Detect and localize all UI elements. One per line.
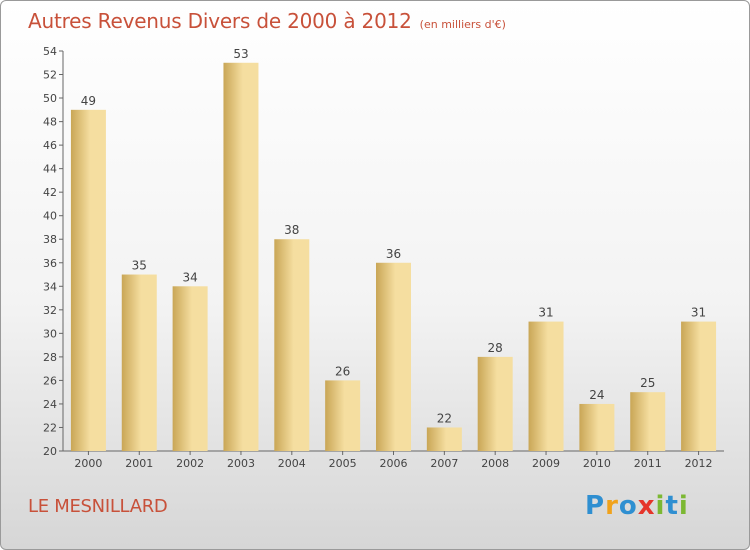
logo-letter: i bbox=[655, 491, 666, 521]
y-tick-label: 24 bbox=[43, 398, 57, 411]
bar-2001 bbox=[121, 274, 157, 451]
value-label-2011: 25 bbox=[640, 376, 655, 390]
proxiti-logo[interactable]: Proxiti bbox=[585, 491, 689, 521]
y-tick-label: 48 bbox=[43, 116, 57, 129]
unit-text: (en milliers d'€) bbox=[419, 18, 506, 31]
value-label-2006: 36 bbox=[386, 247, 401, 261]
y-tick-label: 30 bbox=[43, 327, 57, 340]
value-labels: 49 35 34 53 38 26 36 22 28 31 24 25 31 bbox=[81, 47, 706, 426]
y-tick-label: 50 bbox=[43, 92, 57, 105]
y-tick-label: 22 bbox=[43, 421, 57, 434]
value-label-2005: 26 bbox=[335, 364, 350, 378]
y-tick-label: 52 bbox=[43, 69, 57, 82]
x-tick-label-2008: 2008 bbox=[481, 457, 509, 470]
x-tick-label-2003: 2003 bbox=[227, 457, 255, 470]
y-tick-label: 46 bbox=[43, 139, 57, 152]
bar-2010 bbox=[579, 403, 615, 451]
y-tick-label: 28 bbox=[43, 351, 57, 364]
logo-letter: P bbox=[585, 491, 606, 521]
bars bbox=[70, 62, 717, 451]
x-tick-label-2004: 2004 bbox=[278, 457, 306, 470]
value-label-2010: 24 bbox=[589, 388, 604, 402]
logo-letter: o bbox=[618, 491, 638, 521]
logo-letter: i bbox=[678, 491, 689, 521]
logo-letter: x bbox=[637, 491, 656, 521]
bar-2003 bbox=[223, 62, 259, 451]
x-tick-label-2005: 2005 bbox=[329, 457, 357, 470]
x-tick-label-2012: 2012 bbox=[685, 457, 713, 470]
bar-2004 bbox=[274, 239, 310, 451]
y-tick-label: 32 bbox=[43, 304, 57, 317]
x-tick-label-2011: 2011 bbox=[634, 457, 662, 470]
value-label-2001: 35 bbox=[132, 259, 147, 273]
value-label-2002: 34 bbox=[182, 270, 197, 284]
y-tick-label: 20 bbox=[43, 445, 57, 458]
value-label-2004: 38 bbox=[284, 223, 299, 237]
x-tick-label-2010: 2010 bbox=[583, 457, 611, 470]
y-tick-label: 26 bbox=[43, 374, 57, 387]
title-text: Autres Revenus Divers de 2000 à 2012 bbox=[28, 9, 412, 33]
value-label-2012: 31 bbox=[691, 306, 706, 320]
chart-title: Autres Revenus Divers de 2000 à 2012 (en … bbox=[28, 9, 506, 33]
bar-2000 bbox=[70, 109, 106, 451]
y-tick-label: 36 bbox=[43, 257, 57, 270]
x-tick-label-2009: 2009 bbox=[532, 457, 560, 470]
bar-2005 bbox=[325, 380, 361, 451]
y-tick-label: 44 bbox=[43, 163, 57, 176]
bar-2007 bbox=[426, 427, 462, 451]
value-label-2008: 28 bbox=[488, 341, 503, 355]
y-tick-label: 54 bbox=[43, 45, 57, 58]
value-label-2007: 22 bbox=[437, 411, 452, 425]
bar-2002 bbox=[172, 286, 208, 451]
y-tick-label: 34 bbox=[43, 280, 57, 293]
bar-2011 bbox=[630, 392, 666, 451]
value-label-2000: 49 bbox=[81, 94, 96, 108]
y-tick-label: 40 bbox=[43, 210, 57, 223]
value-label-2009: 31 bbox=[538, 306, 553, 320]
x-tick-label-2000: 2000 bbox=[74, 457, 102, 470]
value-label-2003: 53 bbox=[233, 47, 248, 61]
bar-2009 bbox=[528, 321, 564, 451]
y-tick-label: 38 bbox=[43, 233, 57, 246]
x-tick-label-2001: 2001 bbox=[125, 457, 153, 470]
y-tick-label: 42 bbox=[43, 186, 57, 199]
x-tick-label-2002: 2002 bbox=[176, 457, 204, 470]
bar-2012 bbox=[681, 321, 717, 451]
commune-name: LE MESNILLARD bbox=[28, 496, 168, 517]
bar-2006 bbox=[376, 262, 411, 451]
x-tick-label-2006: 2006 bbox=[380, 457, 408, 470]
bar-2008 bbox=[477, 356, 513, 451]
x-tick-label-2007: 2007 bbox=[430, 457, 458, 470]
logo-letter: r bbox=[605, 491, 619, 521]
axes: 20 22 24 26 28 30 32 34 36 38 40 42 44 46 48 50 52 54 2000… bbox=[43, 45, 724, 470]
logo-letter: t bbox=[665, 491, 679, 521]
